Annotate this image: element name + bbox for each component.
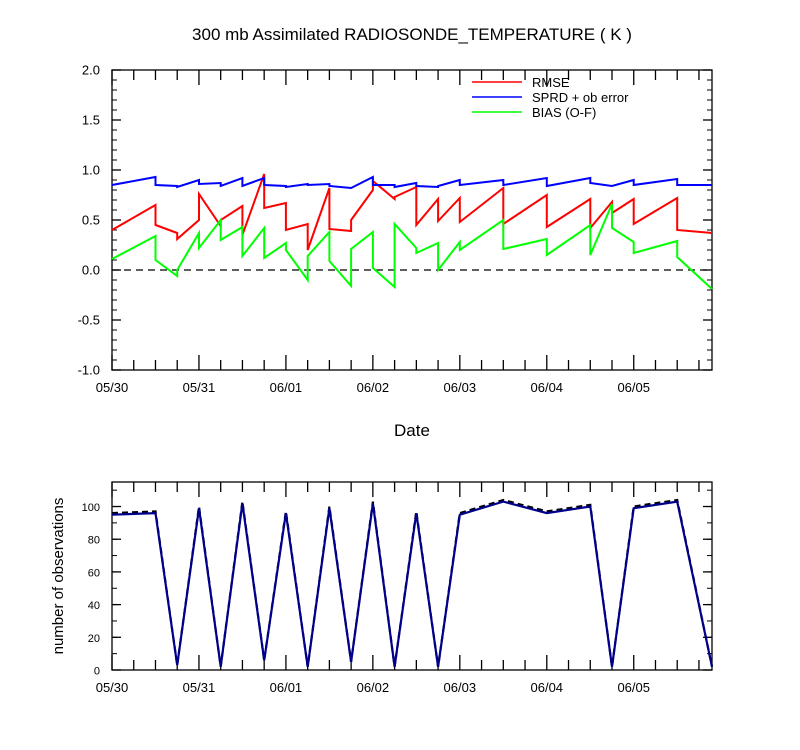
bottom-y-tick-label: 40 xyxy=(88,600,100,612)
top-x-tick-label: 06/03 xyxy=(444,380,477,395)
bottom-y-tick-label: 100 xyxy=(82,502,100,514)
top-x-tick-label: 06/05 xyxy=(617,380,650,395)
bottom-series-possible xyxy=(111,498,714,667)
bottom-series-used xyxy=(111,500,714,667)
bottom-series-group xyxy=(111,498,714,667)
bottom-x-tick-label: 05/30 xyxy=(96,680,129,695)
bottom-y-tick-label: 20 xyxy=(88,633,100,645)
y-axis-label-observations: number of observations xyxy=(50,498,67,655)
top-y-tick-label: -0.5 xyxy=(78,313,100,328)
bottom-y-tick-label: 80 xyxy=(88,535,100,547)
top-x-tick-label: 06/04 xyxy=(531,380,564,395)
top-chart: 300 mb Assimilated RADIOSONDE_TEMPERATUR… xyxy=(78,25,713,440)
top-axes: -1.0 -0.5 0.0 0.5 1.0 1.5 2.0 05/30 05/31 06/01 06… xyxy=(78,63,713,395)
legend-label-sprd: SPRD + ob error xyxy=(532,90,629,105)
bottom-x-tick-label: 05/31 xyxy=(183,680,216,695)
top-x-tick-label: 05/30 xyxy=(96,380,129,395)
top-series-rmse xyxy=(111,173,713,251)
bottom-chart: 0 20 40 60 80 100 05/30 05/31 06/01 06/02 06/03 06/… xyxy=(50,481,714,695)
top-y-tick-label: 0.5 xyxy=(82,213,100,228)
legend-label-rmse: RMSE xyxy=(532,75,570,90)
bottom-y-tick-label: 0 xyxy=(94,666,100,678)
bottom-x-tick-label: 06/03 xyxy=(444,680,477,695)
legend-label-bias: BIAS (O-F) xyxy=(532,105,596,120)
top-y-tick-label: 2.0 xyxy=(82,63,100,78)
bottom-y-tick-label: 60 xyxy=(88,567,100,579)
top-plot-frame xyxy=(111,69,713,371)
chart-title: 300 mb Assimilated RADIOSONDE_TEMPERATUR… xyxy=(192,25,632,44)
top-y-tick-label: 1.5 xyxy=(82,113,100,128)
top-x-tick-label: 06/01 xyxy=(270,380,303,395)
top-series-group xyxy=(111,173,713,290)
top-y-tick-label: 0.0 xyxy=(82,263,100,278)
top-series-sprd-ob-error xyxy=(111,175,712,190)
x-axis-label: Date xyxy=(394,421,430,440)
top-y-tick-label: 1.0 xyxy=(82,163,100,178)
top-x-tick-label: 06/02 xyxy=(357,380,390,395)
top-x-tick-label: 05/31 xyxy=(183,380,216,395)
top-y-tick-label: -1.0 xyxy=(78,363,100,378)
bottom-x-tick-label: 06/02 xyxy=(357,680,390,695)
bottom-x-tick-label: 06/05 xyxy=(617,680,650,695)
bottom-x-tick-label: 06/01 xyxy=(270,680,303,695)
top-series-bias-o-f xyxy=(111,203,713,290)
bottom-x-tick-label: 06/04 xyxy=(531,680,564,695)
bottom-plot-frame xyxy=(111,481,713,671)
top-legend: RMSE SPRD + ob error BIAS (O-F) xyxy=(472,75,629,120)
